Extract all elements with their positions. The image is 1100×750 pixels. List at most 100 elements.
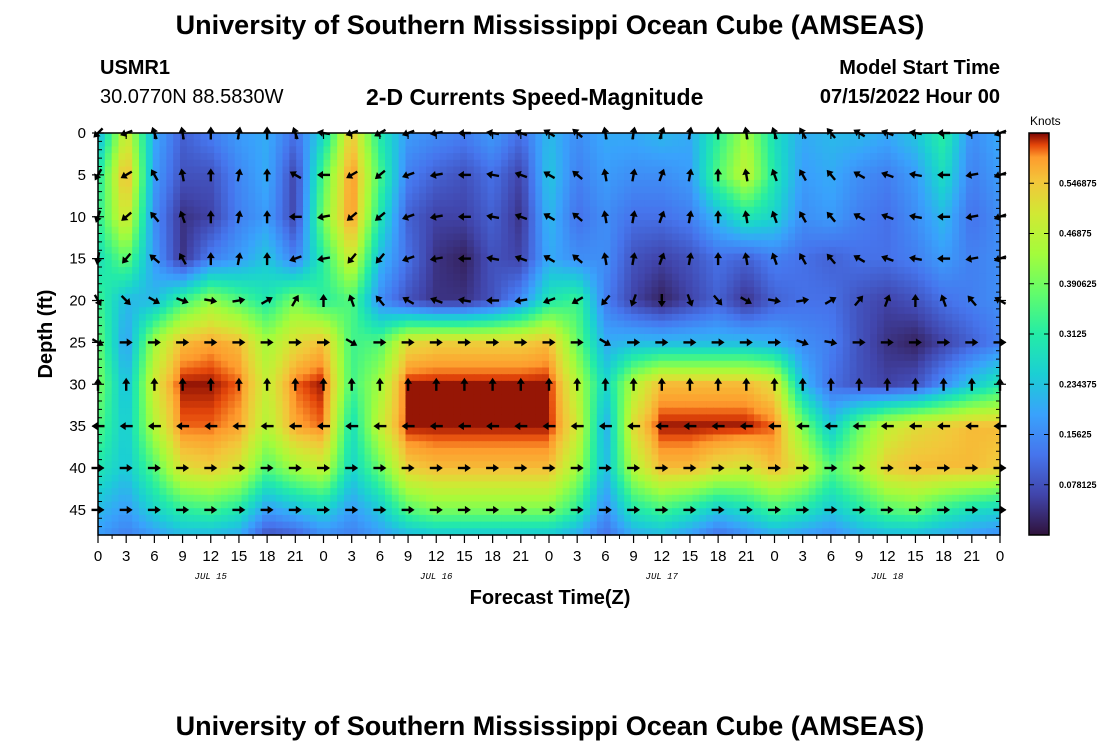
heatmap-cell	[241, 280, 249, 288]
heatmap-cell	[480, 240, 489, 248]
heatmap-cell	[733, 367, 741, 375]
heatmap-cell	[931, 193, 940, 201]
heatmap-cell	[200, 159, 208, 168]
heatmap-cell	[344, 313, 352, 322]
heatmap-cell	[979, 206, 987, 214]
heatmap-cell	[111, 273, 120, 281]
heatmap-cell	[508, 200, 516, 208]
heatmap-cell	[788, 334, 796, 342]
heatmap-cell	[760, 360, 769, 369]
heatmap-cell	[344, 307, 352, 315]
heatmap-cell	[159, 193, 167, 201]
heatmap-cell	[644, 139, 653, 147]
heatmap-cell	[624, 313, 632, 322]
heatmap-cell	[207, 226, 215, 235]
heatmap-cell	[781, 374, 789, 382]
heatmap-cell	[460, 226, 468, 235]
heatmap-cell	[986, 139, 994, 147]
heatmap-cell	[200, 327, 208, 335]
heatmap-cell	[801, 200, 810, 208]
heatmap-cell	[166, 340, 174, 348]
heatmap-cell	[562, 253, 571, 261]
heatmap-cell	[767, 287, 776, 295]
heatmap-cell	[924, 273, 933, 281]
heatmap-cell	[631, 354, 639, 362]
heatmap-cell	[282, 173, 290, 181]
heatmap-cell	[733, 173, 741, 181]
heatmap-cell	[665, 367, 673, 375]
heatmap-cell	[193, 374, 202, 382]
heatmap-cell	[890, 354, 899, 362]
heatmap-cell	[665, 193, 673, 201]
heatmap-cell	[432, 233, 441, 241]
heatmap-cell	[849, 287, 858, 295]
heatmap-cell	[453, 233, 461, 241]
heatmap-cell	[986, 226, 994, 235]
heatmap-cell	[617, 307, 625, 315]
heatmap-cell	[125, 179, 133, 188]
heatmap-cell	[200, 300, 208, 308]
heatmap-cell	[965, 360, 974, 369]
heatmap-cell	[125, 213, 133, 221]
heatmap-cell	[692, 374, 700, 382]
heatmap-cell	[214, 173, 222, 181]
heatmap-cell	[378, 347, 386, 355]
heatmap-cell	[398, 226, 407, 235]
heatmap-cell	[713, 186, 721, 194]
heatmap-cell	[371, 300, 379, 308]
heatmap-cell	[815, 367, 823, 375]
heatmap-cell	[446, 293, 454, 302]
heatmap-cell	[596, 213, 605, 221]
heatmap-cell	[473, 367, 482, 375]
heatmap-cell	[132, 340, 140, 348]
heatmap-cell	[145, 186, 154, 194]
heatmap-cell	[699, 320, 707, 328]
heatmap-cell	[473, 280, 482, 288]
heatmap-cell	[904, 260, 912, 268]
heatmap-cell	[849, 280, 858, 288]
heatmap-cell	[234, 334, 243, 342]
heatmap-cell	[501, 340, 509, 348]
heatmap-cell	[719, 287, 728, 295]
heatmap-cell	[740, 327, 748, 335]
heatmap-cell	[624, 233, 632, 241]
heatmap-cell	[118, 320, 126, 328]
heatmap-cell	[795, 260, 803, 268]
heatmap-cell	[186, 193, 195, 201]
heatmap-cell	[214, 334, 222, 342]
heatmap-cell	[801, 193, 810, 201]
heatmap-cell	[665, 273, 673, 281]
heatmap-cell	[453, 280, 461, 288]
heatmap-cell	[822, 166, 830, 174]
heatmap-cell	[152, 293, 161, 302]
heatmap-cell	[501, 307, 509, 315]
heatmap-cell	[726, 133, 735, 141]
heatmap-cell	[221, 139, 229, 147]
heatmap-cell	[706, 374, 714, 382]
heatmap-cell	[822, 240, 830, 248]
heatmap-cell	[412, 240, 420, 248]
heatmap-cell	[337, 360, 345, 369]
heatmap-cell	[439, 166, 448, 174]
heatmap-cell	[678, 287, 687, 295]
heatmap-cell	[849, 320, 858, 328]
heatmap-cell	[262, 374, 270, 382]
heatmap-cell	[159, 220, 167, 228]
heatmap-cell	[672, 200, 680, 208]
heatmap-cell	[979, 133, 987, 141]
heatmap-cell	[692, 320, 700, 328]
heatmap-cell	[931, 173, 940, 181]
heatmap-cell	[514, 320, 523, 328]
heatmap-cell	[959, 293, 967, 302]
heatmap-cell	[610, 213, 618, 221]
heatmap-cell	[227, 287, 236, 295]
heatmap-cell	[617, 347, 625, 355]
heatmap-cell	[678, 334, 687, 342]
heatmap-cell	[460, 139, 468, 147]
heatmap-cell	[419, 253, 427, 261]
heatmap-cell	[911, 260, 919, 268]
heatmap-cell	[344, 287, 352, 295]
heatmap-cell	[726, 327, 735, 335]
heatmap-cell	[870, 139, 878, 147]
heatmap-cell	[186, 200, 195, 208]
